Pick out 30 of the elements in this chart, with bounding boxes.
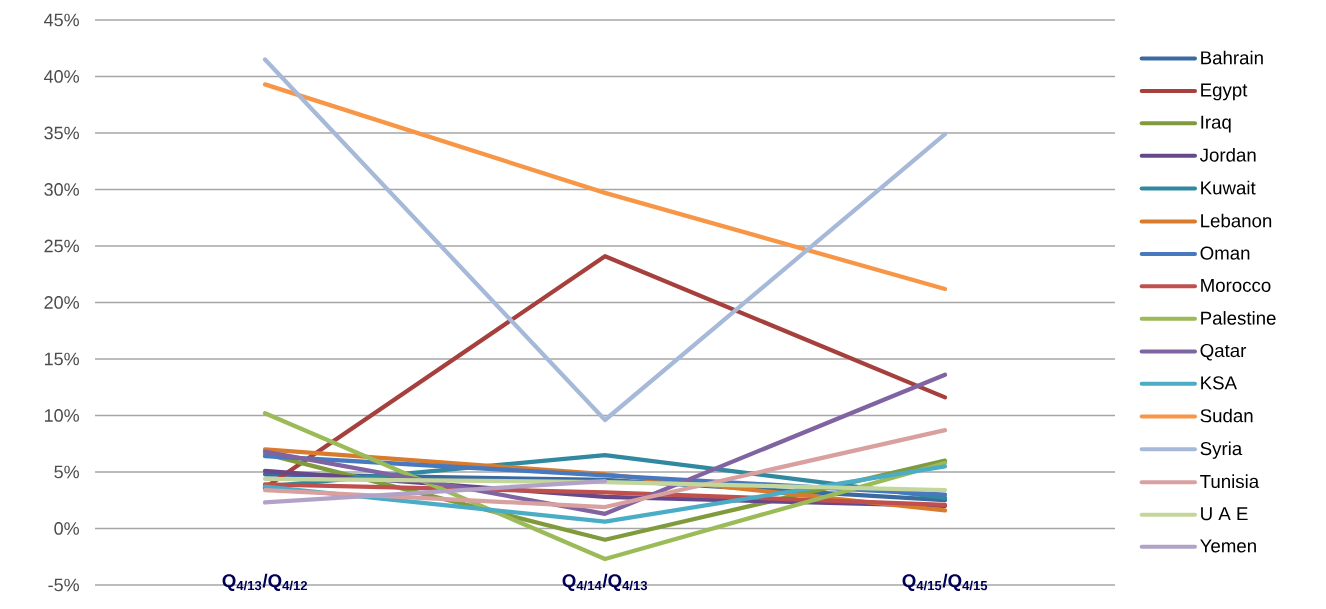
legend-label: Syria	[1200, 441, 1243, 459]
legend-label: Morocco	[1201, 278, 1271, 292]
y-tick-label: 30%	[44, 183, 79, 196]
y-tick-label: 45%	[44, 13, 79, 27]
y-tick-label: 35%	[44, 126, 79, 140]
legend-label: Egypt	[1201, 83, 1248, 101]
y-tick-label: 25%	[44, 239, 79, 253]
legend-label: Oman	[1200, 246, 1250, 260]
legend-label: Lebanon	[1201, 213, 1272, 228]
legend-label: Kuwait	[1201, 180, 1256, 195]
y-tick-label: 15%	[44, 352, 79, 366]
y-tick-label: 10%	[44, 409, 79, 422]
x-tick-label: Q$_{4/15}$/Q$_{4/15}$	[902, 573, 988, 591]
legend-label: Jordan	[1199, 147, 1256, 162]
legend-label: Sudan	[1200, 408, 1253, 423]
legend-label: Qatar	[1200, 343, 1247, 361]
legend-label: Palestine	[1201, 311, 1276, 325]
legend-label: KSA	[1201, 376, 1237, 390]
legend-label: U A E	[1201, 507, 1248, 521]
y-tick-label: -5%	[48, 578, 79, 592]
x-tick-label: Q$_{4/13}$/Q$_{4/12}$	[222, 573, 308, 591]
y-tick-label: 0%	[54, 522, 79, 535]
legend-label: Yemen	[1200, 539, 1256, 553]
legend-label: Bahrain	[1201, 50, 1263, 65]
y-tick-label: 40%	[44, 70, 79, 83]
legend-label: Iraq	[1201, 115, 1231, 133]
x-tick-label: Q$_{4/14}$/Q$_{4/13}$	[562, 573, 648, 591]
y-tick-label: 5%	[54, 465, 79, 479]
y-tick-label: 20%	[44, 296, 79, 309]
legend-label: Tunisia	[1200, 474, 1260, 489]
